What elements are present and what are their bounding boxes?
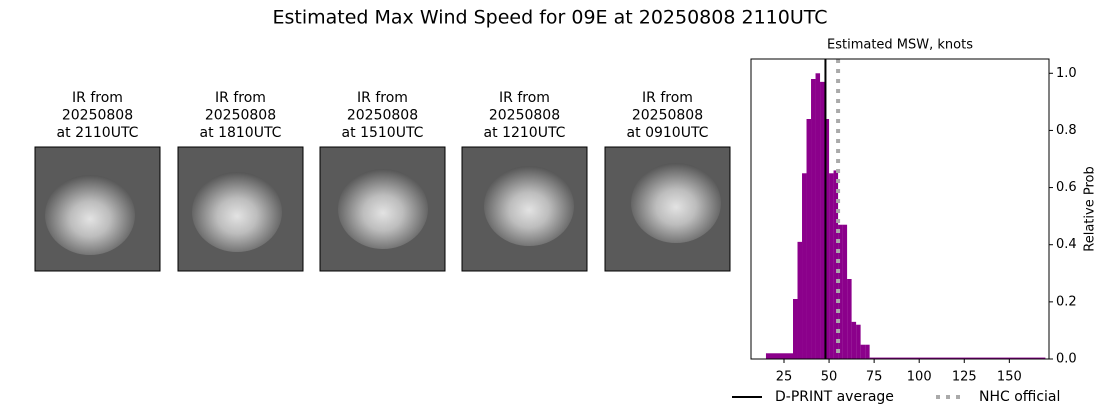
panel-caption: at 1210UTC	[484, 125, 566, 141]
ir-cloud	[192, 172, 282, 252]
y-axis-label: Relative Prob	[1083, 166, 1098, 251]
y-tick-label: 0.8	[1056, 123, 1077, 138]
plot-frame	[750, 58, 1050, 360]
bar	[793, 299, 798, 359]
chart-title: Estimated MSW, knots	[827, 38, 973, 53]
ir-cloud	[484, 166, 574, 246]
figure-title: Estimated Max Wind Speed for 09E at 2025…	[272, 7, 827, 29]
bar	[824, 119, 830, 359]
panel-caption: at 2110UTC	[57, 125, 139, 141]
panel-caption: at 1510UTC	[342, 125, 424, 141]
panel-caption: 20250808	[205, 108, 276, 124]
bar	[820, 81, 825, 359]
bar	[851, 321, 857, 359]
panel-caption: IR from	[499, 90, 550, 106]
panel-caption: IR from	[215, 90, 266, 106]
y-tick-label: 0.4	[1056, 237, 1077, 252]
bar	[860, 344, 866, 359]
bar	[815, 73, 821, 360]
panel-caption: at 0910UTC	[627, 125, 709, 141]
panel-caption: IR from	[357, 90, 408, 106]
bar	[865, 344, 870, 359]
panel-caption: IR from	[72, 90, 123, 106]
legend-label: D-PRINT average	[775, 389, 894, 405]
panel-caption: IR from	[642, 90, 693, 106]
ir-cloud	[338, 169, 428, 249]
y-tick-label: 0.0	[1056, 352, 1077, 367]
y-tick-label: 1.0	[1056, 66, 1077, 81]
x-tick-label: 150	[997, 370, 1022, 385]
x-tick-label: 100	[907, 370, 932, 385]
bar	[811, 79, 816, 359]
panel-caption: 20250808	[62, 108, 133, 124]
x-tick-label: 25	[776, 370, 793, 385]
panel-caption: 20250808	[489, 108, 560, 124]
bar	[847, 279, 852, 359]
bar	[802, 173, 807, 359]
bar	[806, 119, 812, 359]
ir-cloud	[631, 163, 721, 243]
bar	[833, 170, 839, 359]
bar	[829, 173, 834, 359]
panel-caption: at 1810UTC	[200, 125, 282, 141]
bar	[856, 324, 861, 359]
legend-label: NHC official	[979, 389, 1060, 405]
bar	[765, 353, 794, 359]
bar	[838, 224, 843, 359]
y-tick-label: 0.6	[1056, 180, 1077, 195]
x-tick-label: 125	[952, 370, 977, 385]
panel-caption: 20250808	[347, 108, 418, 124]
x-tick-label: 50	[821, 370, 838, 385]
panel-caption: 20250808	[632, 108, 703, 124]
bar	[842, 224, 848, 359]
x-tick-label: 75	[866, 370, 883, 385]
y-tick-label: 0.2	[1056, 294, 1077, 309]
bar	[797, 241, 803, 359]
ir-cloud	[45, 175, 135, 255]
bar	[869, 357, 1046, 359]
